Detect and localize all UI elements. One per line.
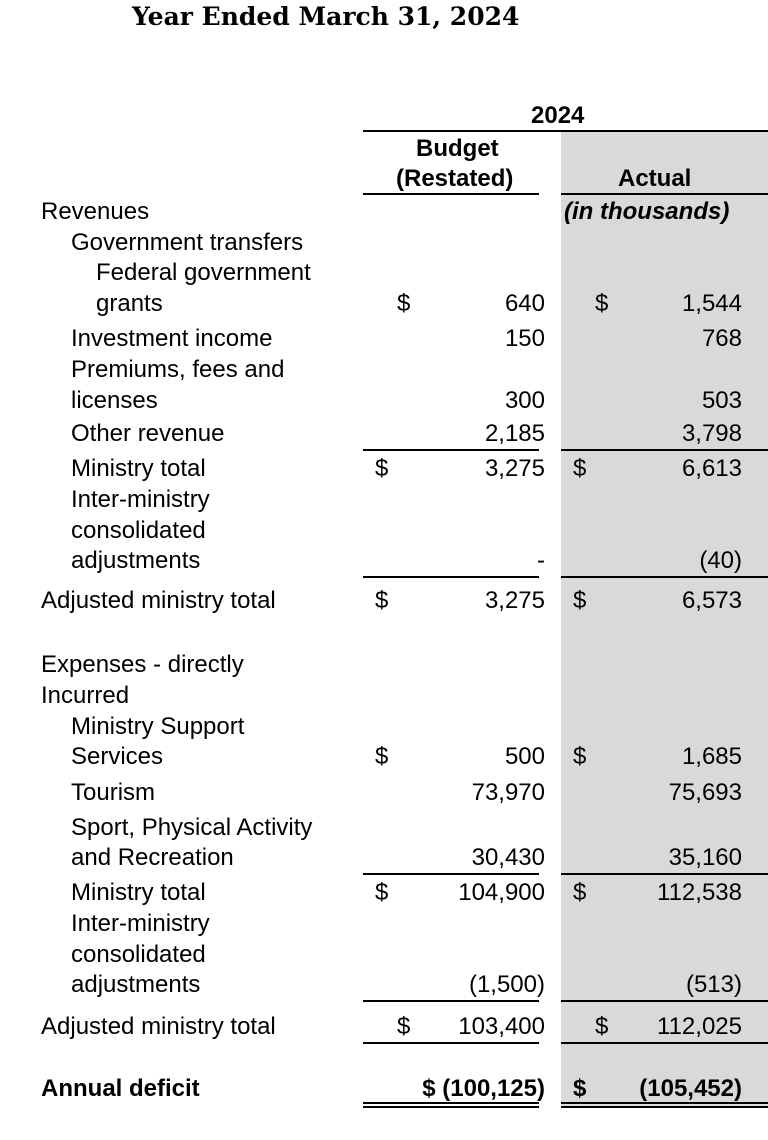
page-title: Year Ended March 31, 2024 [132,2,520,31]
gov-transfers-label: Government transfers [71,229,304,256]
expense-subtotal-line-actual [561,873,768,875]
revenues-heading: Revenues [41,198,150,225]
revenue-total-budget-dollar: $ [375,455,389,482]
expense-adjusted-actual-dollar: $ [595,1013,609,1040]
actual-column-shading [561,131,768,1106]
expense-inter-ministry-line3: adjustments [71,971,201,998]
fed-grants-actual-dollar: $ [595,290,609,317]
ministry-support-budget: 500 [504,743,545,770]
investment-income-label: Investment income [71,325,273,352]
fed-grants-actual: 1,544 [681,290,742,317]
deficit-double-line-budget-1 [363,1102,539,1104]
fed-grants-label-line1: Federal government [96,259,311,286]
expense-adjusted-total-label: Adjusted ministry total [41,1013,276,1040]
deficit-double-line-actual-1 [561,1102,768,1104]
other-revenue-label: Other revenue [71,420,225,447]
annual-deficit-budget: $ (100,125) [422,1075,545,1102]
expense-total-budget-dollar: $ [375,879,389,906]
revenue-inter-ministry-actual: (40) [699,547,742,574]
expense-subtotal-line-budget [363,873,539,875]
revenue-inter-ministry-budget: - [537,547,545,574]
revenue-inter-ministry-line1: Inter-ministry [71,486,210,513]
expense-adjusted-line-budget [363,1000,539,1002]
actual-header: Actual [618,165,692,192]
expense-total-budget: 104,900 [458,879,545,906]
year-underline [363,130,768,132]
annual-deficit-label: Annual deficit [41,1075,200,1102]
deficit-double-line-budget-2 [363,1106,539,1108]
revenue-adjusted-budget: 3,275 [484,587,545,614]
sport-label-line1: Sport, Physical Activity [71,814,313,841]
ministry-support-label-line1: Ministry Support [71,713,245,740]
fed-grants-budget: 640 [504,290,545,317]
expense-total-actual: 112,538 [657,879,742,906]
revenue-adjusted-total-label: Adjusted ministry total [41,587,276,614]
premiums-label-line2: licenses [71,387,158,414]
revenue-inter-ministry-line3: adjustments [71,547,201,574]
actual-header-underline [561,193,768,195]
sport-actual: 35,160 [668,844,742,871]
expenses-heading-line2: Incurred [41,682,130,709]
ministry-support-budget-dollar: $ [375,743,389,770]
sport-label-line2: and Recreation [71,844,234,871]
premiums-actual: 503 [701,387,742,414]
expense-adjusted-budget-dollar: $ [397,1013,411,1040]
expense-adjusted-bottom-line-budget [363,1042,539,1044]
ministry-support-label-line2: Services [71,743,164,770]
expense-total-actual-dollar: $ [573,879,587,906]
ministry-support-actual-dollar: $ [573,743,587,770]
revenue-total-actual-dollar: $ [573,455,587,482]
expense-ministry-total-label: Ministry total [71,879,206,906]
tourism-label: Tourism [71,779,156,806]
revenue-adjusted-actual: 6,573 [681,587,742,614]
expense-inter-ministry-line2: consolidated [71,941,206,968]
annual-deficit-actual: (105,452) [639,1075,742,1102]
revenue-total-actual: 6,613 [681,455,742,482]
budget-header-line1: Budget [416,135,499,162]
expense-inter-ministry-budget: (1,500) [468,971,545,998]
investment-income-actual: 768 [701,325,742,352]
revenue-inter-ministry-line2: consolidated [71,517,206,544]
revenue-total-budget: 3,275 [484,455,545,482]
revenue-subtotal-line-budget [363,449,539,451]
revenue-adjusted-line-budget [363,576,539,578]
other-revenue-actual: 3,798 [681,420,742,447]
tourism-actual: 75,693 [668,779,742,806]
tourism-budget: 73,970 [471,779,545,806]
units-label: (in thousands) [564,198,730,225]
budget-header-line2: (Restated) [396,165,514,192]
premiums-budget: 300 [504,387,545,414]
revenue-adjusted-budget-dollar: $ [375,587,389,614]
deficit-double-line-actual-2 [561,1106,768,1108]
other-revenue-budget: 2,185 [484,420,545,447]
expense-adjusted-budget: 103,400 [458,1013,545,1040]
expenses-heading-line1: Expenses - directly [41,651,244,678]
expense-adjusted-actual: 112,025 [657,1013,742,1040]
revenue-ministry-total-label: Ministry total [71,455,206,482]
expense-adjusted-bottom-line-actual [561,1042,768,1044]
expense-inter-ministry-line1: Inter-ministry [71,910,210,937]
revenue-adjusted-line-actual [561,576,768,578]
annual-deficit-actual-dollar: $ [573,1075,587,1102]
investment-income-budget: 150 [504,325,545,352]
premiums-label-line1: Premiums, fees and [71,356,285,383]
revenue-adjusted-actual-dollar: $ [573,587,587,614]
expense-inter-ministry-actual: (513) [685,971,742,998]
budget-header-underline [363,193,539,195]
sport-budget: 30,430 [471,844,545,871]
fed-grants-label-line2: grants [96,290,163,317]
ministry-support-actual: 1,685 [681,743,742,770]
year-header: 2024 [531,102,585,129]
fed-grants-budget-dollar: $ [397,290,411,317]
expense-adjusted-line-actual [561,1000,768,1002]
revenue-subtotal-line-actual [561,449,768,451]
